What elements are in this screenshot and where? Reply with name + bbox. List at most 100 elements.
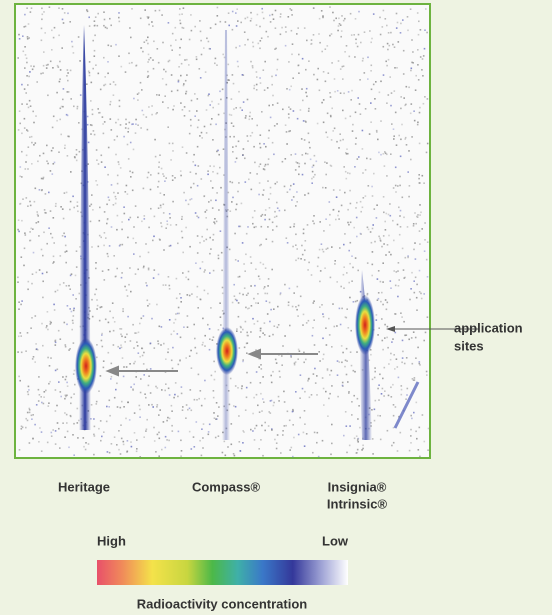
speckle: [340, 285, 342, 288]
speckle: [221, 88, 224, 91]
speckle: [96, 24, 99, 27]
speckle: [54, 205, 57, 207]
speckle: [413, 248, 415, 251]
speckle: [260, 439, 262, 441]
speckle: [137, 352, 140, 354]
speckle: [398, 415, 400, 418]
speckle: [376, 299, 379, 301]
speckle: [129, 363, 131, 365]
speckle: [295, 161, 297, 163]
speckle: [400, 22, 402, 25]
speckle: [84, 448, 87, 451]
speckle: [215, 199, 217, 202]
speckle: [301, 387, 304, 390]
speckle: [91, 194, 93, 196]
speckle: [48, 382, 50, 385]
speckle: [17, 276, 19, 279]
speckle: [213, 412, 215, 414]
speckle: [347, 152, 349, 155]
speckle: [108, 199, 111, 201]
speckle: [98, 319, 101, 322]
speckle: [405, 144, 408, 146]
speckle: [53, 26, 56, 29]
speckle: [361, 449, 363, 451]
speckle: [237, 140, 240, 143]
speckle: [168, 213, 171, 215]
speckle: [230, 423, 233, 425]
speckle: [308, 377, 310, 380]
speckle: [394, 284, 397, 287]
speckle: [108, 399, 111, 402]
speckle: [75, 298, 77, 300]
speckle: [426, 374, 428, 376]
speckle: [339, 247, 341, 249]
speckle: [27, 205, 29, 207]
speckle: [55, 202, 57, 205]
speckle: [123, 206, 125, 208]
speckle: [252, 45, 255, 48]
speckle: [73, 454, 75, 456]
speckle: [333, 19, 335, 22]
speckle: [126, 143, 129, 146]
speckle: [179, 293, 181, 295]
speckle: [233, 405, 235, 407]
speckle: [93, 133, 96, 136]
speckle: [345, 425, 348, 427]
speckle: [410, 158, 412, 161]
speckle: [259, 134, 262, 136]
speckle: [417, 214, 419, 216]
speckle: [83, 445, 85, 448]
speckle: [393, 138, 395, 140]
speckle: [214, 370, 216, 373]
speckle: [391, 123, 393, 125]
speckle: [195, 421, 198, 423]
speckle: [369, 231, 372, 233]
speckle: [249, 111, 251, 114]
speckle: [90, 81, 93, 84]
speckle: [101, 345, 104, 348]
speckle: [142, 363, 145, 365]
speckle: [238, 292, 241, 295]
speckle: [116, 267, 118, 270]
speckle: [99, 306, 102, 309]
speckle: [263, 322, 266, 324]
arrow-head: [386, 326, 395, 332]
speckle: [245, 253, 247, 256]
speckle: [102, 360, 105, 362]
speckle: [305, 152, 307, 155]
speckle: [298, 350, 301, 352]
speckle: [52, 217, 55, 219]
speckle: [414, 89, 417, 91]
speckle: [339, 24, 342, 26]
speckle: [382, 348, 384, 351]
speckle: [56, 91, 58, 94]
speckle: [188, 64, 190, 66]
speckle: [164, 95, 166, 97]
speckle: [204, 334, 206, 337]
speckle: [239, 225, 242, 228]
speckle: [103, 431, 105, 433]
speckle: [46, 441, 49, 444]
speckle: [406, 16, 409, 18]
speckle: [70, 396, 73, 399]
speckle: [158, 94, 160, 96]
speckle: [132, 389, 134, 391]
speckle: [200, 131, 203, 134]
speckle: [109, 310, 111, 313]
speckle: [392, 338, 394, 340]
speckle: [382, 9, 385, 12]
speckle: [126, 295, 129, 297]
speckle: [272, 370, 274, 373]
speckle: [141, 89, 143, 91]
speckle: [348, 444, 351, 447]
speckle: [148, 375, 150, 377]
speckle: [140, 317, 143, 320]
speckle: [220, 251, 223, 254]
speckle: [362, 447, 364, 450]
speckle: [419, 364, 421, 366]
speckle: [322, 15, 324, 17]
speckle: [362, 197, 365, 199]
speckle: [342, 109, 344, 112]
speckle: [54, 344, 57, 346]
speckle: [177, 80, 180, 83]
